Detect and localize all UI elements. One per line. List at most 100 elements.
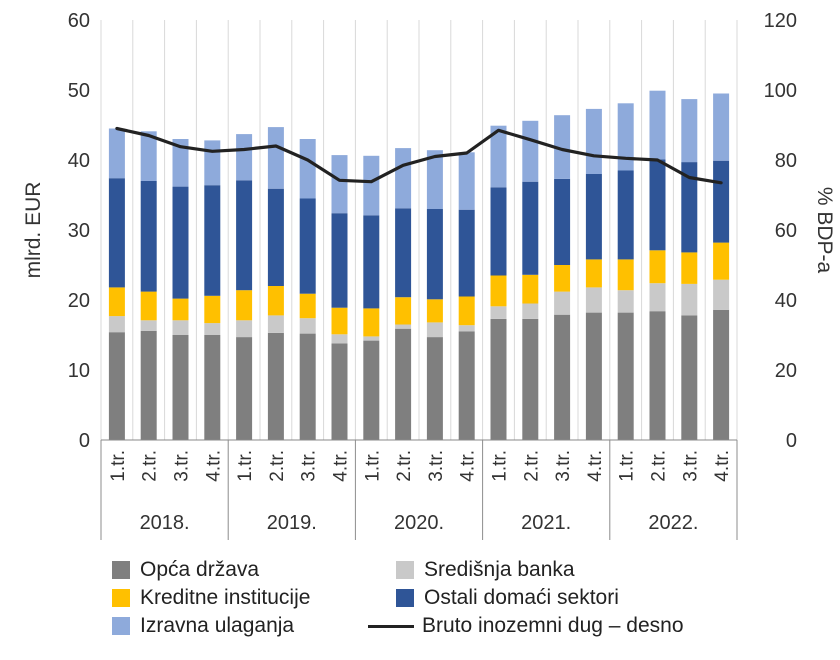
bar-segment-sredi-nja-banka — [426, 322, 443, 338]
legend-item-sredisnja-banka: Središnja banka — [396, 556, 575, 584]
bar-segment-ostali-doma-i-sektori — [236, 180, 253, 291]
bar-segment-kreditne-institucije — [331, 307, 348, 335]
y-tick-label: 60 — [68, 10, 90, 32]
bar-segment-kreditne-institucije — [522, 274, 539, 304]
bar-segment-sredi-nja-banka — [490, 306, 507, 319]
bar-segment-ostali-doma-i-sektori — [108, 178, 125, 288]
bar-segment-izravna-ulaganja — [617, 103, 634, 171]
y2-tick-label: 0 — [786, 430, 797, 452]
bar-segment-ostali-doma-i-sektori — [458, 209, 475, 297]
bar-segment-izravna-ulaganja — [267, 127, 284, 189]
bar-segment-kreditne-institucije — [490, 275, 507, 307]
bar-segment-ostali-doma-i-sektori — [490, 187, 507, 276]
bar-segment-kreditne-institucije — [267, 286, 284, 316]
y-tick-label: 40 — [68, 150, 90, 172]
bar-segment-op-a-dr-ava — [140, 330, 157, 440]
bar-segment-op-a-dr-ava — [395, 328, 412, 440]
legend: Opća država Kreditne institucije Izravna… — [112, 556, 772, 656]
y-tick-label: 20 — [68, 290, 90, 312]
bar-segment-kreditne-institucije — [713, 242, 730, 280]
y-axis-title: mlrd. EUR — [22, 182, 45, 279]
bar-segment-sredi-nja-banka — [108, 316, 125, 333]
bar-segment-sredi-nja-banka — [299, 318, 316, 334]
legend-item-kreditne-institucije: Kreditne institucije — [112, 584, 310, 612]
y2-tick-label: 80 — [775, 150, 797, 172]
bar-segment-kreditne-institucije — [204, 295, 221, 324]
y-tick-label: 0 — [79, 430, 90, 452]
x-tick-label: 1.tr. — [362, 450, 383, 482]
legend-item-opca-drzava: Opća država — [112, 556, 259, 584]
bar-segment-kreditne-institucije — [172, 298, 189, 321]
bar-segment-sredi-nja-banka — [204, 323, 221, 335]
legend-swatch — [112, 561, 130, 579]
bar-segment-izravna-ulaganja — [331, 155, 348, 214]
x-tick-label: 2.tr. — [521, 450, 542, 482]
x-tick-label: 4.tr. — [458, 450, 479, 482]
bar-segment-kreditne-institucije — [299, 293, 316, 319]
x-tick-label: 3.tr. — [426, 450, 447, 482]
legend-line-swatch — [368, 624, 414, 628]
x-tick-label: 3.tr. — [680, 450, 701, 482]
x-tick-label: 2.tr. — [649, 450, 670, 482]
x-tick-label: 1.tr. — [490, 450, 511, 482]
bar-segment-op-a-dr-ava — [426, 337, 443, 440]
y2-tick-label: 40 — [775, 290, 797, 312]
legend-item-bruto-inozemni-dug: Bruto inozemni dug – desno — [368, 612, 684, 640]
bar-segment-ostali-doma-i-sektori — [713, 160, 730, 243]
bar-segment-izravna-ulaganja — [140, 131, 157, 181]
y-tick-label: 50 — [68, 80, 90, 102]
x-tick-label: 2.tr. — [394, 450, 415, 482]
bar-segment-ostali-doma-i-sektori — [172, 186, 189, 299]
bar-segment-izravna-ulaganja — [490, 125, 507, 188]
x-tick-label: 4.tr. — [585, 450, 606, 482]
bar-segment-sredi-nja-banka — [554, 291, 571, 315]
bar-segment-kreditne-institucije — [554, 265, 571, 292]
bar-segment-sredi-nja-banka — [617, 290, 634, 313]
bar-segment-ostali-doma-i-sektori — [363, 215, 380, 309]
bar-segment-ostali-doma-i-sektori — [617, 170, 634, 260]
year-label: 2022. — [648, 512, 698, 534]
bar-segment-izravna-ulaganja — [299, 139, 316, 199]
bar-segment-sredi-nja-banka — [458, 325, 475, 332]
bar-segment-izravna-ulaganja — [522, 120, 539, 182]
bar-segment-op-a-dr-ava — [490, 318, 507, 440]
bar-segment-ostali-doma-i-sektori — [331, 213, 348, 308]
legend-swatch — [112, 589, 130, 607]
bar-segment-izravna-ulaganja — [554, 115, 571, 179]
bar-segment-op-a-dr-ava — [236, 337, 253, 440]
bar-segment-izravna-ulaganja — [458, 152, 475, 210]
bar-segment-op-a-dr-ava — [108, 332, 125, 440]
x-tick-label: 1.tr. — [108, 450, 129, 482]
x-tick-label: 3.tr. — [299, 450, 320, 482]
bar-segment-op-a-dr-ava — [585, 312, 602, 440]
bar-segment-izravna-ulaganja — [395, 148, 412, 209]
bar-segment-izravna-ulaganja — [204, 140, 221, 186]
chart-area: 0 10 20 30 40 50 60 0 20 40 60 80 100 120 mlrd. EUR % B… — [22, 10, 836, 540]
year-label: 2020. — [394, 512, 444, 534]
bar-segment-sredi-nja-banka — [236, 320, 253, 338]
bar-segment-op-a-dr-ava — [649, 311, 666, 440]
y-tick-label: 10 — [68, 360, 90, 382]
y2-tick-label: 100 — [764, 80, 797, 102]
bar-segment-kreditne-institucije — [108, 287, 125, 317]
bar-segment-ostali-doma-i-sektori — [554, 178, 571, 265]
bar-segment-kreditne-institucije — [617, 259, 634, 291]
bar-segment-kreditne-institucije — [236, 290, 253, 321]
x-tick-label: 4.tr. — [331, 450, 352, 482]
bar-segment-kreditne-institucije — [458, 296, 475, 326]
bar-segment-izravna-ulaganja — [236, 134, 253, 181]
legend-label: Opća država — [140, 558, 260, 581]
bar-segment-izravna-ulaganja — [713, 93, 730, 161]
x-tick-label: 3.tr. — [553, 450, 574, 482]
year-label: 2018. — [140, 512, 190, 534]
x-tick-label: 4.tr. — [203, 450, 224, 482]
x-tick-label: 1.tr. — [617, 450, 638, 482]
bar-segment-sredi-nja-banka — [267, 315, 284, 333]
bar-segment-sredi-nja-banka — [522, 303, 539, 319]
bar-segment-op-a-dr-ava — [617, 312, 634, 440]
bar-segment-kreditne-institucije — [140, 291, 157, 321]
bar-segment-ostali-doma-i-sektori — [681, 162, 698, 253]
bar-segment-op-a-dr-ava — [458, 331, 475, 440]
bar-segment-izravna-ulaganja — [649, 90, 666, 160]
bar-segment-op-a-dr-ava — [363, 340, 380, 440]
